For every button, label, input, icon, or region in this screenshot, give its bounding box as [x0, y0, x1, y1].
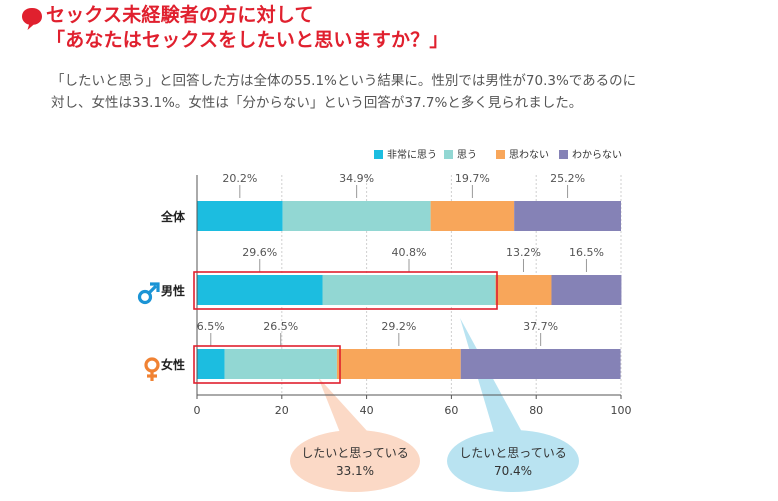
data-label: 29.6%	[242, 246, 277, 259]
legend-label: 非常に思う	[387, 148, 437, 161]
female-symbol-circle	[144, 357, 160, 373]
male-symbol-icon	[137, 282, 160, 305]
page-title: セックス未経験者の方に対して 「あなたはセックスをしたいと思いますか？」	[46, 3, 449, 53]
callout-bubble	[447, 430, 579, 492]
highlight-box-female	[193, 345, 341, 384]
summary-line-1: 「したいと思う」と回答した方は全体の55.1%という結果に。性別では男性が70.…	[51, 73, 637, 89]
data-label: 29.2%	[381, 320, 416, 333]
bar-segment	[322, 275, 496, 305]
x-tick-label: 80	[529, 404, 543, 417]
legend-label: 思わない	[509, 149, 549, 161]
callout-tail	[318, 377, 368, 435]
bar-segment	[336, 349, 461, 379]
callout-label: したいと思っている	[459, 446, 566, 460]
x-tick-label: 60	[444, 404, 458, 417]
bar-segment	[197, 201, 283, 231]
data-label: 25.2%	[550, 172, 585, 185]
x-tick-label: 20	[275, 404, 289, 417]
male-symbol-circle	[137, 289, 153, 305]
data-label: 20.2%	[222, 172, 257, 185]
callout-label: したいと思っている	[301, 446, 408, 460]
data-label: 16.5%	[569, 246, 604, 259]
bar-segment	[282, 201, 431, 231]
category-label: 女性	[161, 357, 185, 372]
callout-bubble	[290, 430, 420, 492]
title-line-1: セックス未経験者の方に対して	[46, 4, 314, 26]
bar-segment	[514, 201, 621, 231]
speech-bubble-icon	[22, 8, 42, 30]
callout-0: したいと思っている 33.1%	[290, 377, 420, 492]
data-label: 26.5%	[263, 320, 298, 333]
bar-segment	[197, 275, 323, 305]
x-tick-label: 0	[194, 404, 201, 417]
legend-swatch	[444, 150, 453, 159]
data-label: 19.7%	[455, 172, 490, 185]
data-label: 6.5%	[197, 320, 225, 333]
male-symbol-shaft	[147, 284, 158, 295]
bar-segment	[224, 349, 337, 379]
data-label: 40.8%	[392, 246, 427, 259]
data-label: 13.2%	[506, 246, 541, 259]
data-label: 37.7%	[523, 320, 558, 333]
summary-line-2: 対し、女性は33.1%。女性は「分からない」という回答が37.7%と多く見られま…	[51, 95, 583, 111]
bar-segment	[551, 275, 622, 305]
x-tick-label: 40	[360, 404, 374, 417]
bar-segment	[197, 349, 225, 379]
data-label: 34.9%	[339, 172, 374, 185]
bar-segment	[430, 201, 515, 231]
female-symbol-icon	[144, 357, 160, 381]
legend-swatch	[496, 150, 505, 159]
x-tick-label: 100	[611, 404, 632, 417]
callout-1: したいと思っている 70.4%	[447, 318, 579, 492]
callout-value: 70.4%	[494, 464, 532, 478]
bar-segment	[495, 275, 552, 305]
legend-label: わからない	[572, 149, 622, 161]
legend-label: 思う	[457, 149, 477, 161]
highlight-box-male	[193, 271, 498, 310]
title-line-2: 「あなたはセックスをしたいと思いますか？」	[46, 29, 449, 51]
male-symbol-arrow	[150, 282, 160, 292]
summary-text: 「したいと思う」と回答した方は全体の55.1%という結果に。性別では男性が70.…	[51, 70, 763, 114]
callout-value: 33.1%	[336, 464, 374, 478]
bar-segment	[460, 349, 621, 379]
category-label: 男性	[161, 283, 185, 298]
legend-swatch	[374, 150, 383, 159]
legend-swatch	[559, 150, 568, 159]
category-label: 全体	[160, 209, 186, 224]
